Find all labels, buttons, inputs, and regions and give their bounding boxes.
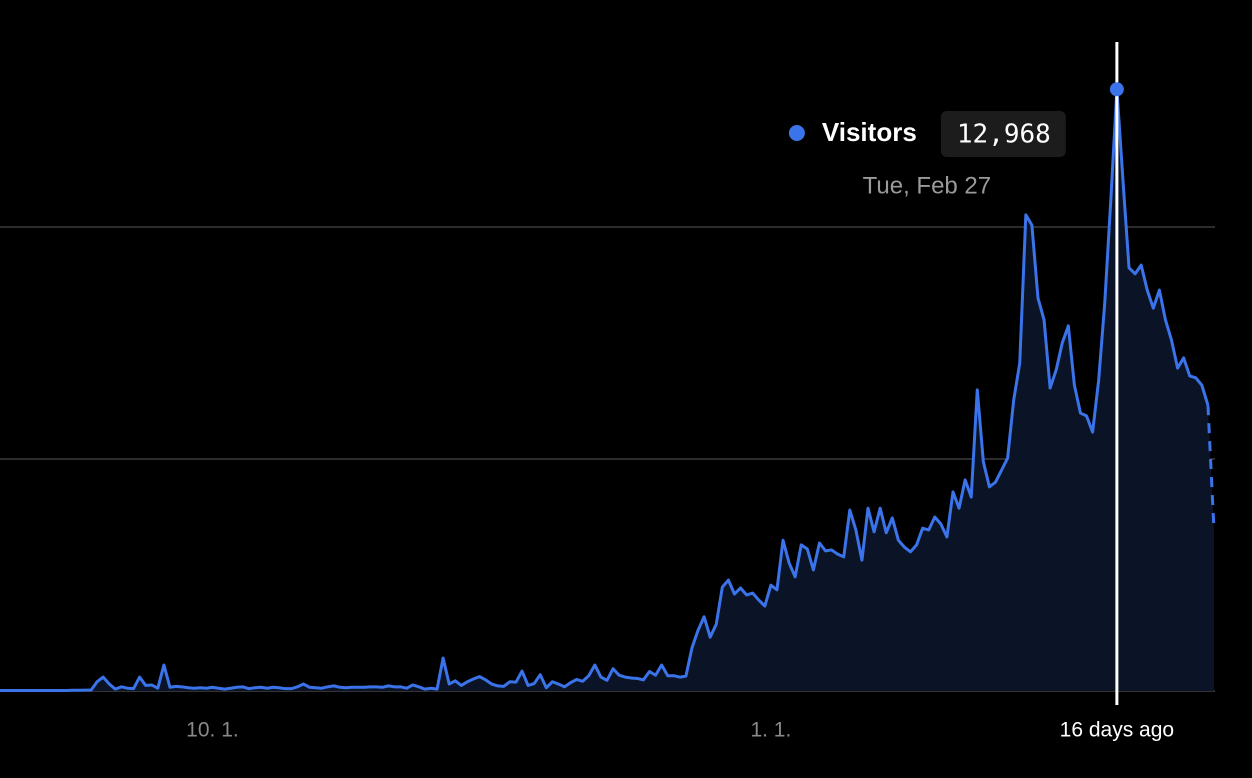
tooltip: Visitors 12,968 Tue, Feb 27 <box>788 111 1066 199</box>
tooltip-value: 12,968 <box>957 120 1051 150</box>
x-tick-label: 16 days ago <box>1060 719 1174 742</box>
x-tick-label: 10. 1. <box>186 719 239 742</box>
line-partial <box>1206 405 1216 531</box>
x-tick-label: 1. 1. <box>750 719 791 742</box>
tooltip-date: Tue, Feb 27 <box>863 172 992 199</box>
tooltip-box <box>940 111 1066 157</box>
area <box>0 89 1214 692</box>
tooltip-series: Visitors <box>822 117 917 147</box>
tooltip-dot <box>788 125 805 141</box>
line <box>0 87 1210 693</box>
hover-dot <box>1109 82 1124 97</box>
